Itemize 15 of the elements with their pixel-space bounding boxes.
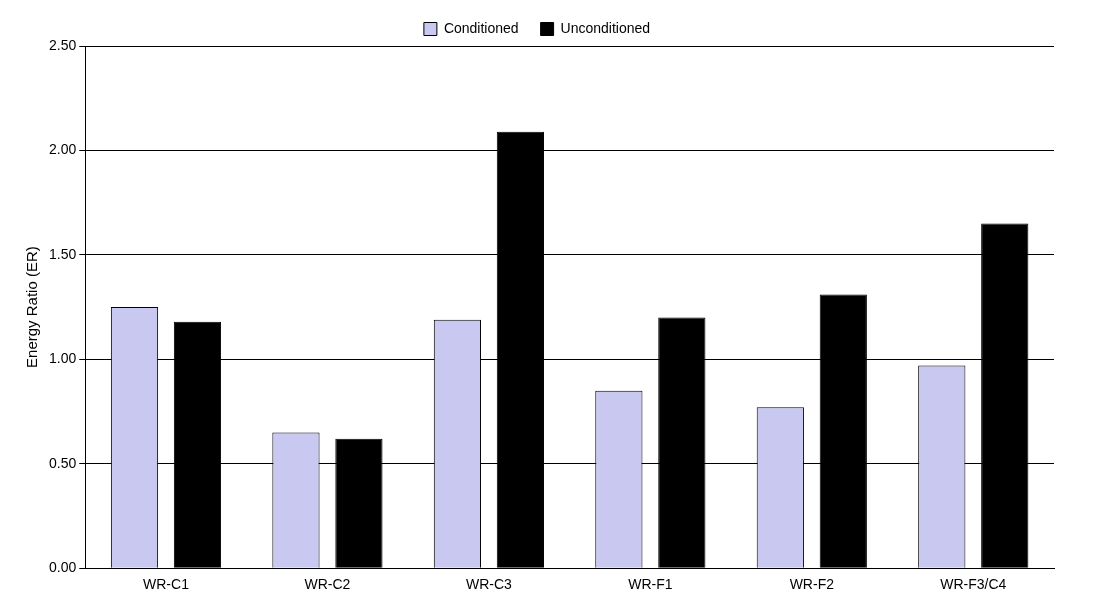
y-tick-label: 0.50 bbox=[49, 454, 77, 471]
y-axis-title: Energy Ratio (ER) bbox=[23, 246, 41, 368]
x-tick-label: WR-C1 bbox=[143, 576, 190, 593]
y-tick-label: 2.00 bbox=[49, 141, 77, 158]
y-tick-label: 1.00 bbox=[49, 350, 77, 367]
x-tick-label: WR-F2 bbox=[789, 576, 835, 593]
x-tick-label: WR-F3/C4 bbox=[940, 576, 1007, 593]
legend-label: Conditioned bbox=[443, 19, 519, 36]
x-tick-label: WR-C3 bbox=[465, 576, 513, 593]
legend-label: Unconditioned bbox=[560, 19, 651, 36]
x-tick-label: WR-C2 bbox=[304, 576, 351, 593]
y-tick-label: 1.50 bbox=[49, 245, 77, 262]
x-tick-label: WR-F1 bbox=[628, 576, 673, 593]
y-tick-label: 0.00 bbox=[49, 559, 77, 576]
y-tick-label: 2.50 bbox=[49, 36, 77, 53]
